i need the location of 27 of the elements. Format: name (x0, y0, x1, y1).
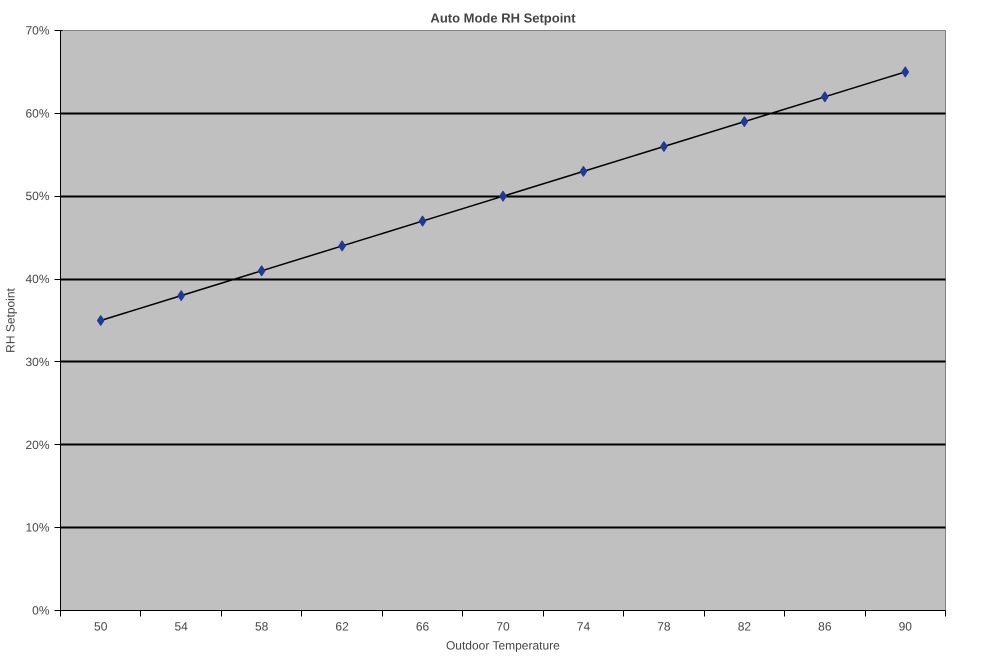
x-axis-title: Outdoor Temperature (446, 638, 560, 652)
y-tick-label: 10% (25, 520, 50, 535)
x-tick-label: 82 (738, 620, 752, 634)
point (660, 141, 668, 152)
y-tick-label: 20% (25, 438, 50, 452)
point (96, 315, 105, 326)
y-tick-label: 40% (25, 272, 50, 286)
point (820, 91, 829, 102)
x-tick-label: 86 (818, 620, 832, 634)
point (177, 290, 186, 302)
x-tick-label: 58 (254, 620, 269, 634)
x-tick-label: 62 (335, 620, 350, 634)
y-tick-label: 0% (32, 604, 50, 618)
x-tick-label: 66 (416, 620, 430, 634)
y-tick-label: 30% (25, 354, 50, 369)
y-tick-label: 50% (25, 189, 50, 204)
x-tick-label: 54 (174, 620, 188, 634)
x-tick-label: 90 (898, 620, 912, 634)
x-tick-label: 70 (496, 620, 510, 634)
x-tick-label: 50 (94, 620, 108, 634)
chart-title: Auto Mode RH Setpoint (430, 10, 576, 26)
y-tick-label: 60% (25, 106, 50, 120)
y-axis-title: RH Setpoint (3, 287, 18, 353)
y-tick-label: 70% (25, 24, 50, 38)
x-tick-label: 78 (657, 620, 671, 634)
point (901, 66, 910, 78)
x-tick-label: 74 (576, 620, 590, 634)
